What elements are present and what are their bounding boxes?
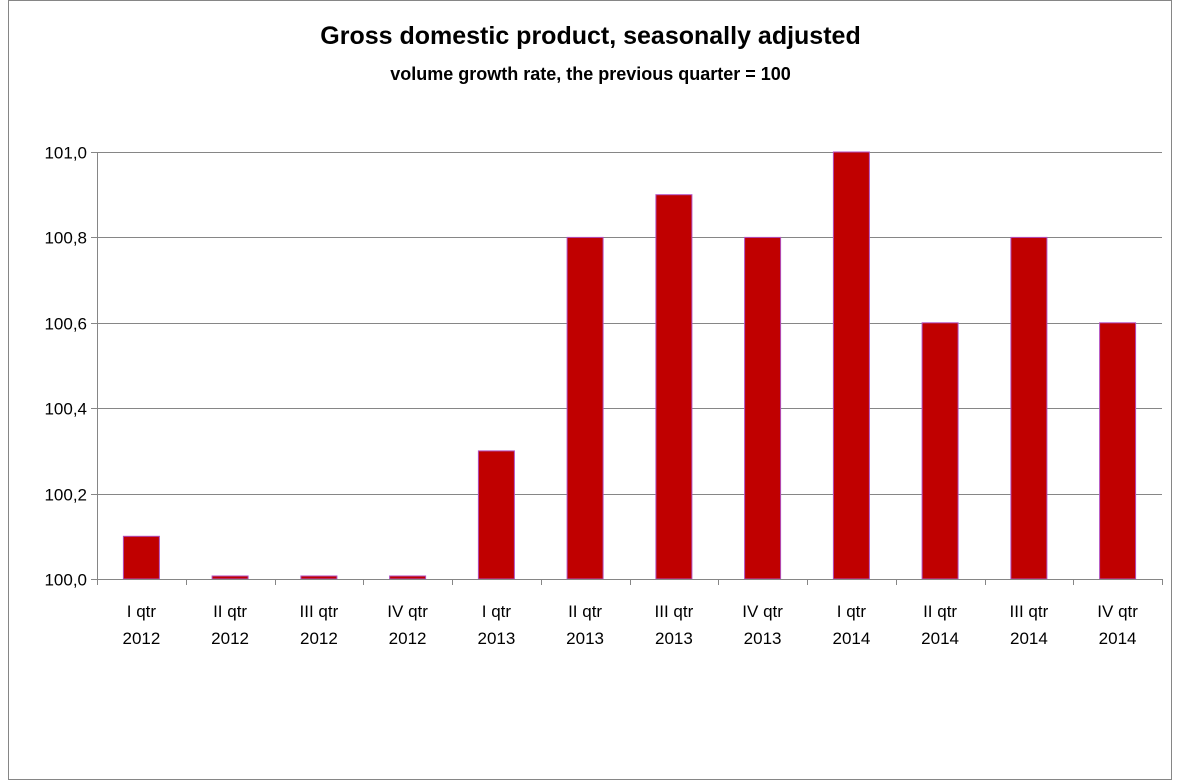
x-tick-label: II qtr 2013: [566, 602, 604, 648]
bars: [122, 151, 1137, 580]
bar: [921, 322, 959, 580]
x-tick-label: I qtr 2013: [477, 602, 515, 648]
x-tick-label: IV qtr 2013: [742, 602, 783, 648]
bar: [300, 575, 338, 580]
bar: [1099, 322, 1137, 580]
x-tick-label: IV qtr 2014: [1097, 602, 1138, 648]
bar: [122, 535, 160, 580]
y-tick-label: 100,0: [44, 571, 87, 590]
chart-subtitle: volume growth rate, the previous quarter…: [390, 64, 791, 84]
bar: [389, 575, 427, 580]
tick-labels: 100,0 100,2 100,4 100,6 100,8 101,0 I qtr 2012 I…: [44, 144, 1138, 649]
x-tick-label: II qtr 2014: [921, 602, 959, 648]
x-tick-label: I qtr 2014: [832, 602, 870, 648]
y-tick-label: 100,2: [44, 486, 87, 505]
bar: [477, 450, 515, 580]
y-tick-label: 100,8: [44, 229, 87, 248]
bar: [1010, 236, 1048, 580]
bar: [211, 575, 249, 580]
x-tick-label: I qtr 2012: [122, 602, 160, 648]
x-tick-label: III qtr 2013: [655, 602, 694, 648]
x-tick-label: III qtr 2014: [1010, 602, 1049, 648]
bar: [832, 151, 870, 580]
y-tick-label: 100,4: [44, 400, 87, 419]
x-tick-label: IV qtr 2012: [387, 602, 428, 648]
chart-title: Gross domestic product, seasonally adjus…: [320, 22, 861, 50]
axes: [97, 152, 1163, 585]
bar: [744, 236, 782, 580]
x-tick-label: II qtr 2012: [211, 602, 249, 648]
bar: [655, 194, 693, 580]
y-tick-label: 100,6: [44, 315, 87, 334]
gridlines: [91, 152, 1162, 580]
x-tick-label: III qtr 2012: [300, 602, 339, 648]
y-tick-label: 101,0: [44, 144, 87, 163]
bar: [566, 236, 604, 580]
